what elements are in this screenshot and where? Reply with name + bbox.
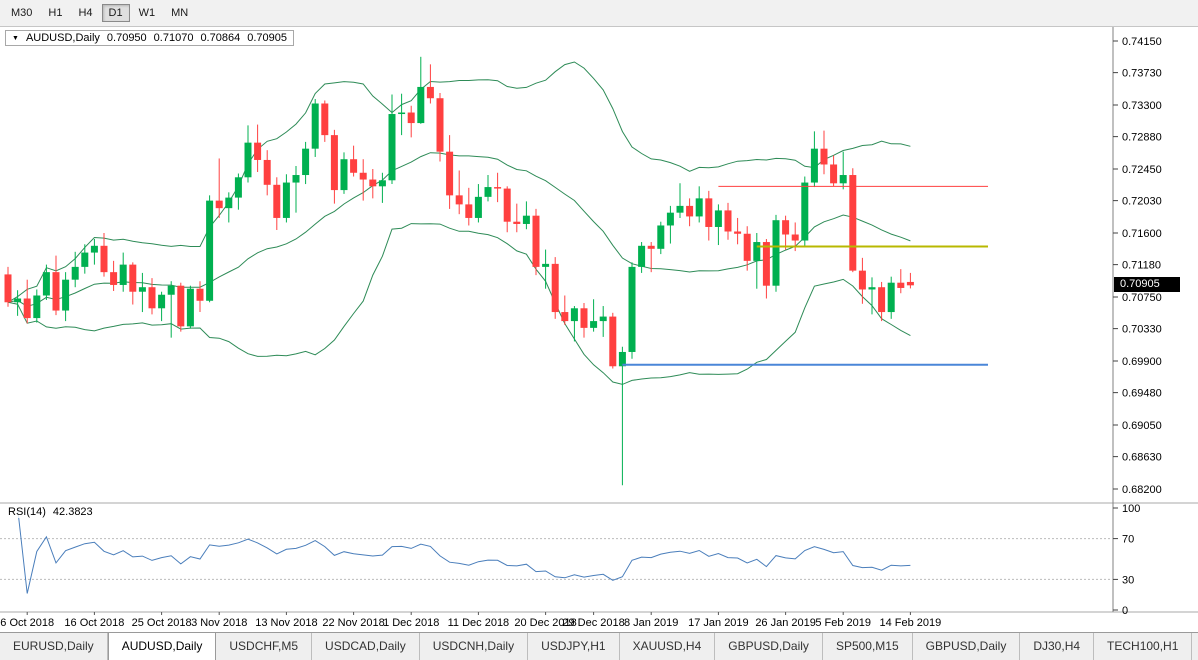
svg-text:0.69480: 0.69480 — [1122, 388, 1162, 400]
ohlc-high: 0.71070 — [153, 32, 194, 44]
svg-text:0.71600: 0.71600 — [1122, 228, 1162, 240]
chart-tab-tech100-h1[interactable]: TECH100,H1 — [1094, 633, 1193, 660]
chart-tab-dj30-h4[interactable]: DJ30,H4 — [1020, 633, 1095, 660]
chart-title: ▼ AUDUSD,Daily 0.70950 0.71070 0.70864 0… — [5, 30, 294, 46]
pane-separators — [0, 27, 1198, 613]
svg-text:0.72880: 0.72880 — [1122, 132, 1162, 144]
svg-text:0: 0 — [1122, 605, 1128, 617]
svg-text:0.70330: 0.70330 — [1122, 324, 1162, 336]
rsi-pane: 100 70 30 0 — [0, 503, 1140, 617]
svg-text:8 Jan 2019: 8 Jan 2019 — [624, 617, 678, 629]
svg-text:0.74150: 0.74150 — [1122, 36, 1162, 48]
rsi-value: 42.3823 — [52, 506, 93, 518]
timeframe-button-w1[interactable]: W1 — [138, 7, 156, 19]
svg-text:0.72450: 0.72450 — [1122, 164, 1162, 176]
chart-window: 0.74150 0.73730 0.73300 0.72880 0.72450 0.720… — [0, 27, 1198, 632]
chart-tab-sp500-m15[interactable]: SP500,M15 — [823, 633, 913, 660]
svg-text:14 Feb 2019: 14 Feb 2019 — [880, 617, 942, 629]
chart-tabbar: EURUSD,Daily AUDUSD,Daily USDCHF,M5 USDCAD,… — [0, 632, 1198, 660]
svg-text:30: 30 — [1122, 574, 1134, 586]
timeframe-toolbar: M30 H1 H4 D1 W1 MN — [0, 0, 1198, 27]
chart-tab-usdchf-m5[interactable]: USDCHF,M5 — [216, 633, 313, 660]
chart-canvas[interactable]: 0.74150 0.73730 0.73300 0.72880 0.72450 0.720… — [0, 27, 1198, 632]
svg-text:11 Dec 2018: 11 Dec 2018 — [448, 617, 510, 629]
svg-text:22 Nov 2018: 22 Nov 2018 — [322, 617, 384, 629]
timeframe-button-m30[interactable]: M30 — [11, 7, 33, 19]
chart-tab-usdjpy-h1[interactable]: USDJPY,H1 — [528, 633, 620, 660]
timeframe-button-d1[interactable]: D1 — [101, 4, 130, 22]
time-axis[interactable]: 6 Oct 2018 16 Oct 2018 25 Oct 2018 3 Nov 20… — [0, 612, 941, 629]
svg-text:0.68630: 0.68630 — [1122, 452, 1162, 464]
chart-tab-xauusd-h4[interactable]: XAUUSD,H4 — [620, 633, 716, 660]
rsi-name: RSI(14) — [8, 506, 46, 518]
svg-text:0.69900: 0.69900 — [1122, 356, 1162, 368]
svg-text:0.69050: 0.69050 — [1122, 420, 1162, 432]
svg-text:1 Dec 2018: 1 Dec 2018 — [383, 617, 439, 629]
chart-symbol-label: AUDUSD,Daily — [25, 32, 100, 44]
candlestick-series — [4, 56, 914, 486]
svg-text:25 Oct 2018: 25 Oct 2018 — [132, 617, 192, 629]
svg-text:0.73300: 0.73300 — [1122, 100, 1162, 112]
svg-text:0.73730: 0.73730 — [1122, 68, 1162, 80]
current-price-tag: 0.70905 — [1114, 277, 1180, 293]
svg-text:0.72030: 0.72030 — [1122, 196, 1162, 208]
timeframe-button-mn[interactable]: MN — [171, 7, 189, 19]
chart-tab-usdcad-daily[interactable]: USDCAD,Daily — [312, 633, 420, 660]
chart-tab-usdcnh-daily[interactable]: USDCNH,Daily — [420, 633, 529, 660]
ohlc-low: 0.70864 — [200, 32, 241, 44]
chart-dropdown-icon[interactable]: ▼ — [12, 34, 19, 42]
svg-text:13 Nov 2018: 13 Nov 2018 — [255, 617, 317, 629]
svg-text:29 Dec 2018: 29 Dec 2018 — [562, 617, 624, 629]
svg-text:5 Feb 2019: 5 Feb 2019 — [815, 617, 871, 629]
timeframe-button-h4[interactable]: H4 — [78, 7, 93, 19]
ohlc-open: 0.70950 — [106, 32, 147, 44]
svg-text:0.70750: 0.70750 — [1122, 292, 1162, 304]
svg-text:16 Oct 2018: 16 Oct 2018 — [64, 617, 124, 629]
svg-text:100: 100 — [1122, 503, 1140, 515]
svg-text:0.71180: 0.71180 — [1122, 260, 1161, 272]
ohlc-close: 0.70905 — [247, 32, 287, 44]
chart-tab-audusd-daily[interactable]: AUDUSD,Daily — [107, 633, 217, 660]
chart-tab-gbpusd-daily[interactable]: GBPUSD,Daily — [715, 633, 823, 660]
svg-text:70: 70 — [1122, 534, 1134, 546]
svg-text:26 Jan 2019: 26 Jan 2019 — [755, 617, 816, 629]
svg-text:6 Oct 2018: 6 Oct 2018 — [0, 617, 54, 629]
svg-text:0.68200: 0.68200 — [1122, 484, 1162, 496]
svg-text:3 Nov 2018: 3 Nov 2018 — [191, 617, 247, 629]
svg-text:17 Jan 2019: 17 Jan 2019 — [688, 617, 749, 629]
timeframe-button-h1[interactable]: H1 — [48, 7, 63, 19]
svg-text:20 Dec 2018: 20 Dec 2018 — [514, 617, 576, 629]
chart-tab-gbpusd-daily[interactable]: GBPUSD,Daily — [913, 633, 1021, 660]
chart-tab-eurusd-daily[interactable]: EURUSD,Daily — [0, 633, 108, 660]
horizontal-line-objects[interactable] — [622, 185, 988, 366]
price-axis[interactable]: 0.74150 0.73730 0.73300 0.72880 0.72450 0.720… — [1113, 36, 1162, 496]
rsi-indicator-label: RSI(14) 42.3823 — [5, 506, 96, 518]
chart-tab-u[interactable]: U — [1192, 633, 1198, 660]
